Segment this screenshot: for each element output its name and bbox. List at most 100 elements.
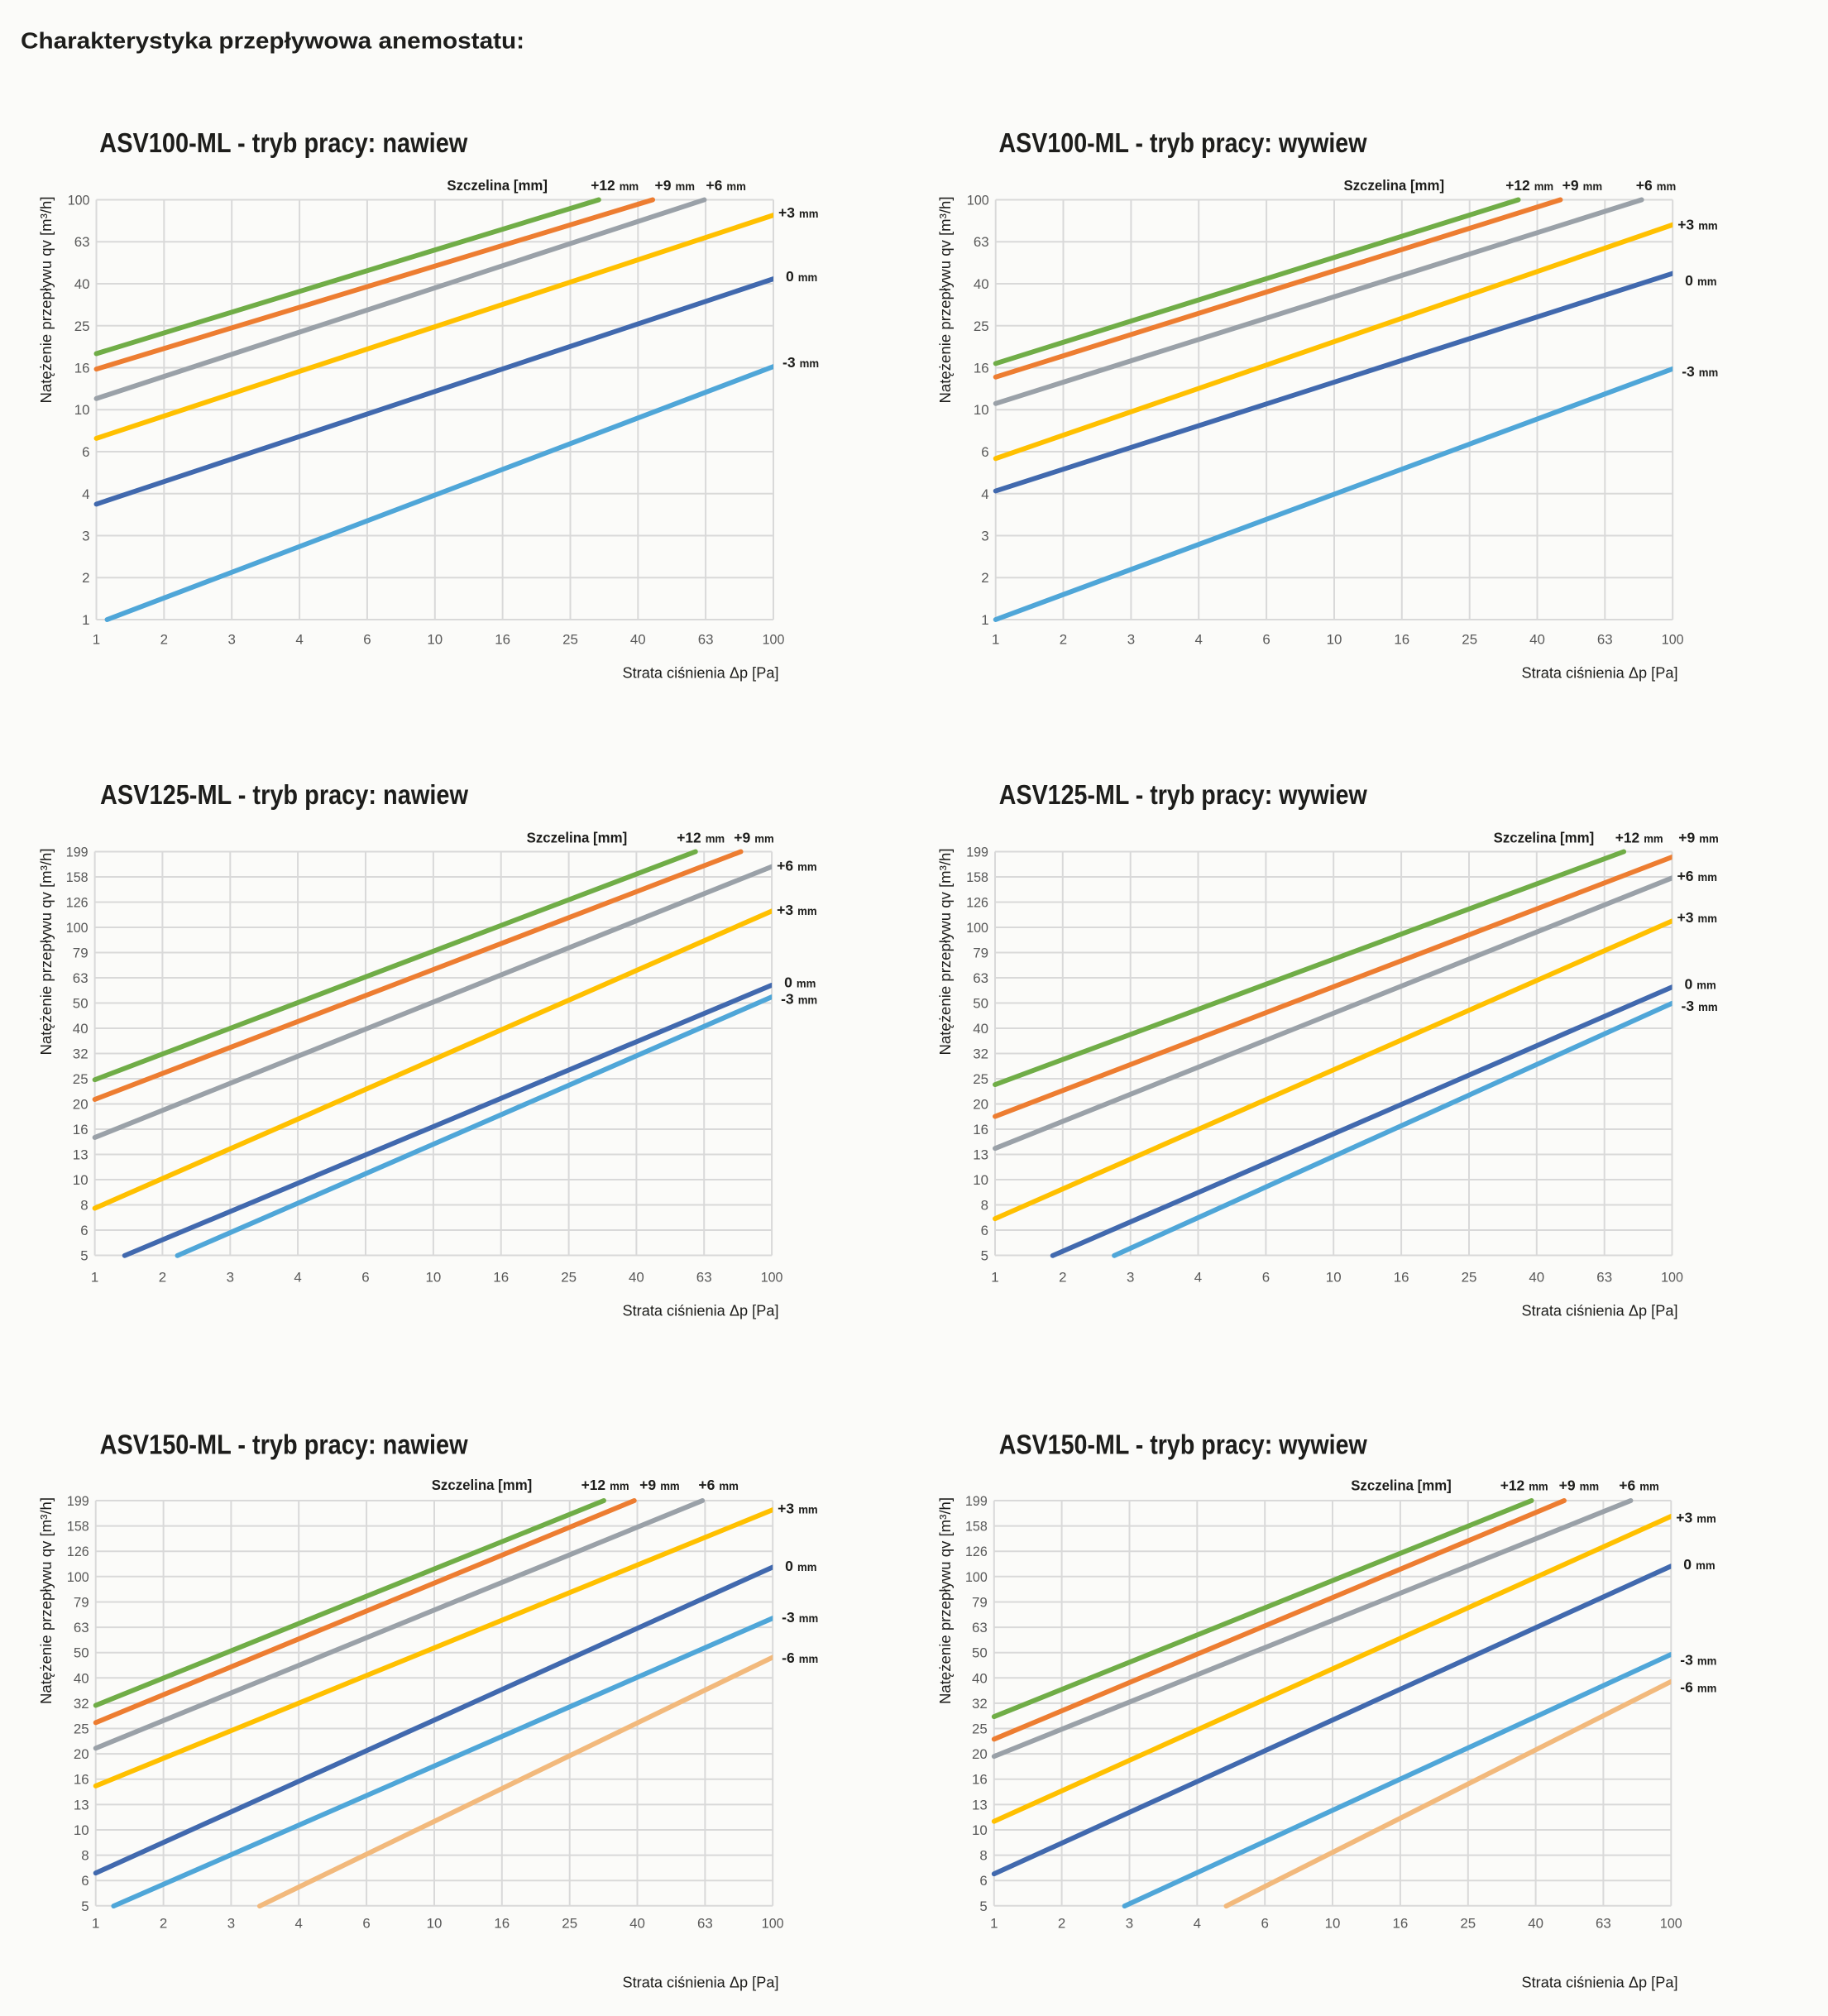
- svg-text:100: 100: [967, 193, 989, 208]
- svg-text:10: 10: [1326, 1270, 1342, 1286]
- svg-text:10: 10: [973, 1172, 988, 1188]
- svg-text:16: 16: [74, 361, 90, 376]
- svg-text:3: 3: [1127, 1270, 1134, 1286]
- svg-text:158: 158: [67, 1519, 89, 1535]
- svg-text:63: 63: [974, 234, 989, 250]
- svg-text:16: 16: [1394, 632, 1409, 648]
- svg-text:79: 79: [972, 1595, 988, 1611]
- svg-text:-6: -6: [1680, 1679, 1693, 1696]
- svg-text:158: 158: [966, 869, 988, 885]
- svg-text:0: 0: [1685, 272, 1693, 289]
- svg-text:mm: mm: [1639, 1480, 1659, 1493]
- svg-text:199: 199: [66, 845, 89, 860]
- svg-text:Szczelina [mm]: Szczelina [mm]: [1494, 830, 1595, 846]
- svg-text:-3: -3: [782, 354, 796, 371]
- svg-text:mm: mm: [1698, 912, 1718, 925]
- svg-text:6: 6: [981, 444, 988, 460]
- svg-text:6: 6: [362, 1916, 370, 1932]
- svg-text:2: 2: [82, 570, 89, 586]
- svg-text:mm: mm: [797, 1560, 817, 1573]
- svg-text:25: 25: [972, 1722, 988, 1737]
- svg-text:1: 1: [92, 1916, 99, 1932]
- svg-text:6: 6: [82, 444, 89, 460]
- svg-text:10: 10: [1327, 632, 1342, 648]
- svg-text:3: 3: [981, 529, 988, 544]
- svg-text:13: 13: [73, 1147, 89, 1163]
- svg-text:16: 16: [495, 632, 510, 648]
- svg-text:4: 4: [294, 1270, 301, 1286]
- svg-text:40: 40: [1528, 1916, 1543, 1932]
- svg-text:20: 20: [74, 1746, 89, 1762]
- svg-text:63: 63: [696, 1270, 712, 1286]
- svg-text:+3: +3: [778, 204, 795, 221]
- svg-text:63: 63: [972, 1620, 988, 1635]
- svg-text:mm: mm: [798, 271, 818, 284]
- svg-text:20: 20: [972, 1746, 988, 1762]
- svg-text:63: 63: [697, 1916, 713, 1932]
- svg-text:mm: mm: [1699, 366, 1719, 379]
- svg-text:4: 4: [1194, 1916, 1201, 1932]
- svg-text:mm: mm: [797, 904, 817, 917]
- svg-text:100: 100: [68, 193, 90, 208]
- svg-text:ASV125-ML - tryb pracy: nawiew: ASV125-ML - tryb pracy: nawiew: [100, 779, 468, 810]
- svg-text:126: 126: [66, 895, 89, 911]
- svg-text:2: 2: [159, 1270, 166, 1286]
- svg-text:40: 40: [73, 1021, 89, 1037]
- svg-text:0: 0: [785, 1558, 793, 1574]
- svg-text:40: 40: [1529, 632, 1545, 648]
- svg-text:Szczelina [mm]: Szczelina [mm]: [1351, 1477, 1452, 1494]
- svg-text:0: 0: [784, 974, 792, 991]
- svg-text:0: 0: [1685, 976, 1693, 993]
- svg-text:+9: +9: [734, 830, 750, 846]
- svg-text:50: 50: [74, 1645, 89, 1661]
- svg-text:13: 13: [973, 1147, 988, 1163]
- svg-text:5: 5: [80, 1248, 88, 1264]
- svg-text:13: 13: [972, 1797, 988, 1812]
- svg-text:4: 4: [1195, 632, 1203, 648]
- svg-text:63: 63: [973, 970, 988, 986]
- svg-text:+6: +6: [1636, 177, 1653, 194]
- svg-text:10: 10: [427, 632, 443, 648]
- svg-text:6: 6: [979, 1873, 987, 1889]
- svg-text:Szczelina [mm]: Szczelina [mm]: [527, 830, 628, 846]
- svg-text:2: 2: [1058, 1916, 1065, 1932]
- svg-text:6: 6: [361, 1270, 369, 1286]
- svg-text:25: 25: [74, 1722, 89, 1737]
- svg-text:mm: mm: [1657, 180, 1677, 193]
- svg-text:40: 40: [973, 1021, 988, 1037]
- svg-text:+6: +6: [698, 1477, 715, 1493]
- svg-text:32: 32: [973, 1046, 988, 1062]
- svg-text:25: 25: [1462, 632, 1477, 648]
- svg-text:20: 20: [973, 1097, 988, 1113]
- svg-text:+6: +6: [1677, 868, 1694, 884]
- svg-text:Natężenie przepływu qv [m³/h]: Natężenie przepływu qv [m³/h]: [37, 196, 55, 403]
- svg-text:+12: +12: [1505, 177, 1530, 194]
- svg-text:mm: mm: [660, 1479, 680, 1492]
- svg-text:4: 4: [82, 486, 89, 502]
- svg-text:-3: -3: [782, 1609, 795, 1626]
- svg-text:32: 32: [972, 1696, 988, 1712]
- svg-text:+9: +9: [1562, 177, 1579, 194]
- svg-text:6: 6: [1262, 632, 1270, 648]
- svg-text:3: 3: [1127, 632, 1135, 648]
- svg-text:Natężenie przepływu qv [m³/h]: Natężenie przepływu qv [m³/h]: [37, 849, 55, 1056]
- svg-text:40: 40: [974, 276, 989, 292]
- svg-text:8: 8: [80, 1198, 88, 1214]
- svg-text:100: 100: [66, 920, 89, 936]
- svg-text:mm: mm: [797, 977, 816, 990]
- svg-text:mm: mm: [800, 357, 820, 370]
- svg-text:Strata ciśnienia Δp [Pa]: Strata ciśnienia Δp [Pa]: [1522, 664, 1678, 682]
- svg-text:100: 100: [1661, 1270, 1683, 1286]
- svg-text:mm: mm: [620, 180, 639, 193]
- svg-text:mm: mm: [719, 1479, 739, 1492]
- svg-text:79: 79: [73, 946, 89, 961]
- svg-text:32: 32: [73, 1046, 89, 1062]
- svg-text:63: 63: [1596, 1916, 1611, 1932]
- svg-text:1: 1: [82, 612, 89, 628]
- svg-text:+3: +3: [1676, 1510, 1692, 1526]
- svg-text:2: 2: [160, 632, 168, 648]
- svg-text:3: 3: [1126, 1916, 1133, 1932]
- svg-text:100: 100: [761, 1270, 783, 1286]
- svg-text:Natężenie przepływu qv [m³/h]: Natężenie przepływu qv [m³/h]: [936, 197, 954, 404]
- svg-text:+3: +3: [778, 1501, 794, 1517]
